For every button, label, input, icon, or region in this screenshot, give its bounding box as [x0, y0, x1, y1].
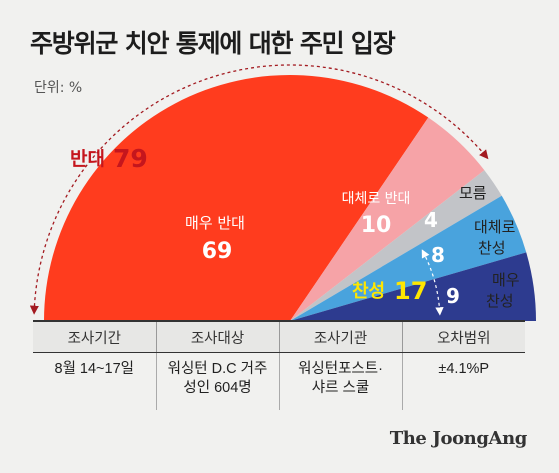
- slice-value-very-oppose: 69: [202, 239, 233, 264]
- chart-title: 주방위군 치안 통제에 대한 주민 입장: [30, 29, 396, 58]
- slice-label-somewhat-support-1: 대체로: [474, 218, 516, 236]
- table-header-period: 조사기간: [33, 320, 156, 353]
- slice-label-somewhat-support-2: 찬성: [478, 239, 506, 257]
- table-row: 8월 14~17일 워싱턴 D.C 거주 성인 604명 워싱턴포스트· 샤르 …: [33, 352, 525, 410]
- slice-label-very-support-1: 매우: [492, 271, 520, 289]
- table-cell-period: 8월 14~17일: [54, 361, 135, 377]
- slice-value-unknown: 4: [424, 208, 438, 232]
- table-header-margin: 오차범위: [401, 320, 525, 353]
- support-range-arrow: [421, 249, 444, 316]
- slice-value-very-support: 9: [446, 284, 460, 308]
- table-cell-margin: ±4.1%P: [401, 352, 525, 410]
- support-group-value: 17: [394, 277, 427, 305]
- table-header-target: 조사대상: [155, 320, 279, 353]
- slice-label-unknown: 모름: [459, 184, 487, 202]
- table-cell-target: 워싱턴 D.C 거주 성인 604명: [155, 352, 279, 410]
- oppose-range-arrow: [29, 64, 489, 315]
- slice-label-very-support-2: 찬성: [486, 292, 514, 310]
- brand-logo: The JoongAng: [389, 428, 528, 449]
- table-header-row: 조사기간 조사대상 조사기관 오차범위: [33, 320, 525, 353]
- slice-value-somewhat-support: 8: [431, 243, 445, 267]
- slice-label-very-oppose: 매우 반대: [185, 214, 245, 232]
- table-cell-agency: 워싱턴포스트· 샤르 스쿨: [278, 352, 402, 410]
- unit-label: 단위: %: [34, 80, 83, 96]
- oppose-group-value: 79: [113, 144, 148, 173]
- slice-label-somewhat-oppose: 대체로 반대: [342, 191, 411, 207]
- survey-info-table: 조사기간 조사대상 조사기관 오차범위 8월 14~17일 워싱턴 D.C 거주…: [33, 320, 525, 410]
- support-group-label: 찬성: [352, 281, 385, 302]
- slice-value-somewhat-oppose: 10: [361, 213, 392, 238]
- oppose-group-label: 반대: [70, 148, 105, 170]
- table-header-agency: 조사기관: [278, 320, 402, 353]
